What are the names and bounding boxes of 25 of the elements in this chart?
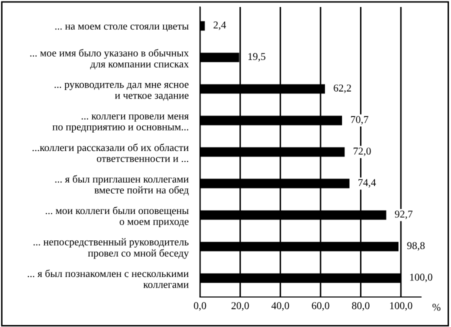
data-label: 62,2 bbox=[334, 84, 351, 94]
y-tick-label: ... мои коллеги были оповещены о моем приходе bbox=[46, 206, 189, 228]
y-tick-label: ...коллеги рассказали об их области ответственности и ... bbox=[32, 144, 189, 162]
y-tick-label: ... непосредственный руководитель провел со мной беседу bbox=[34, 238, 189, 259]
x-tick-label: 100,0 bbox=[390, 302, 412, 311]
x-tick-label: 0,0 bbox=[194, 302, 206, 311]
y-tick-label: ... я был познакомлен с несколькими коллегами bbox=[28, 270, 189, 288]
data-label: 72,0 bbox=[354, 148, 371, 156]
data-label: 100,0 bbox=[410, 274, 432, 282]
x-tick-label: 60,0 bbox=[312, 302, 330, 311]
x-axis-title: % bbox=[432, 304, 440, 311]
data-label: 19,5 bbox=[248, 53, 266, 62]
data-label: 74,4 bbox=[358, 179, 376, 188]
data-label: 70,7 bbox=[351, 116, 368, 125]
x-tick-label: 80,0 bbox=[352, 302, 370, 311]
y-tick-label: ... руководитель дал мне ясное и четкое задание bbox=[54, 82, 189, 101]
y-tick-label: ... мое имя было указано в обычных для компании списках bbox=[30, 48, 189, 70]
y-tick-label: ... коллеги провели меня по предприятию и основным... bbox=[52, 114, 189, 132]
data-label: 2,4 bbox=[214, 22, 226, 30]
y-tick-label: ... на моем столе стояли цветы bbox=[55, 24, 189, 32]
x-tick-label: 20,0 bbox=[232, 302, 249, 311]
y-tick-label: ... я был приглашен коллегами вместе пойти на обед bbox=[55, 175, 189, 196]
data-label: 98,8 bbox=[407, 242, 425, 251]
data-label: 92,7 bbox=[394, 210, 413, 220]
x-tick-label: 40,0 bbox=[271, 302, 290, 311]
